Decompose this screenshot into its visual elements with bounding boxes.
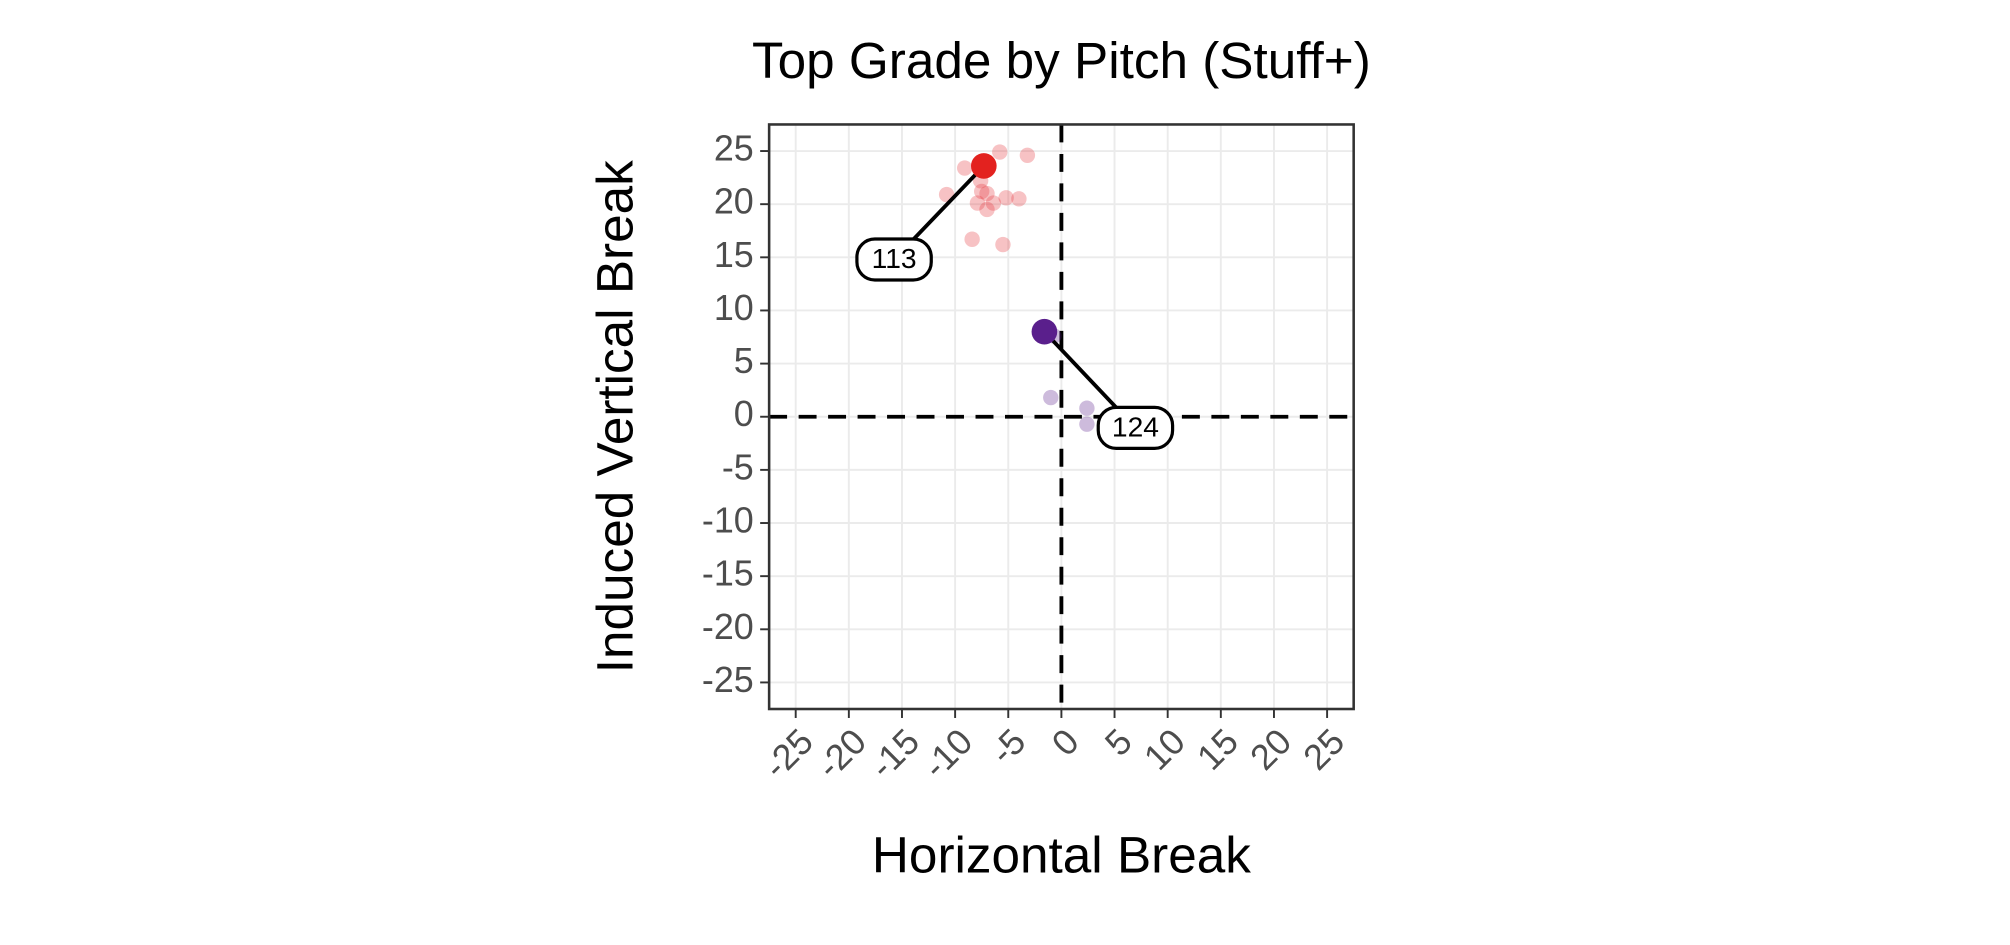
point [985, 195, 1002, 211]
y-tick-label: -10 [702, 501, 754, 541]
y-tick-label: -15 [702, 554, 754, 594]
point [1079, 400, 1095, 416]
x-tick-label: -15 [862, 721, 927, 786]
panel-border [767, 123, 1355, 711]
point [964, 231, 980, 247]
x-tick-label: 25 [1296, 721, 1353, 778]
x-tick-label: -20 [809, 721, 874, 786]
highlight-point [1031, 318, 1058, 345]
point [998, 190, 1014, 206]
point [1011, 191, 1027, 207]
x-tick-label: 20 [1243, 721, 1300, 778]
y-tick-label: -20 [702, 607, 754, 647]
y-tick-label: 5 [734, 341, 754, 381]
label-box [855, 237, 933, 282]
y-tick-label: 20 [714, 182, 754, 222]
y-tick-label: 0 [734, 394, 754, 434]
point [974, 183, 990, 200]
x-tick-label: 10 [1136, 721, 1193, 778]
label-box [1096, 405, 1175, 450]
y-tick-label: 10 [714, 288, 754, 328]
highlight-point [970, 153, 997, 179]
x-tick-label: -25 [756, 721, 821, 786]
point [1019, 147, 1036, 163]
point-label: 124 [1112, 411, 1159, 443]
point [1079, 416, 1095, 432]
x-axis-title: Horizontal Break [872, 827, 1251, 884]
point [969, 195, 986, 211]
y-tick-label: 25 [714, 129, 754, 169]
x-tick-label: 5 [1097, 721, 1139, 763]
y-tick-label: -5 [722, 447, 754, 487]
x-tick-label: -10 [915, 721, 980, 786]
x-tick-label: 0 [1044, 721, 1086, 763]
point [995, 236, 1011, 253]
point [979, 201, 995, 218]
point [979, 185, 995, 202]
y-tick-label: -25 [702, 660, 754, 700]
point-label: 113 [872, 242, 917, 274]
point [956, 160, 973, 176]
y-axis-title: Induced Vertical Break [587, 160, 644, 673]
chart-title: Top Grade by Pitch (Stuff+) [752, 32, 1371, 89]
x-tick-label: 15 [1190, 721, 1247, 778]
y-tick-label: 15 [714, 235, 754, 275]
point [1043, 389, 1059, 406]
x-tick-label: -5 [983, 721, 1034, 772]
point [992, 144, 1008, 160]
